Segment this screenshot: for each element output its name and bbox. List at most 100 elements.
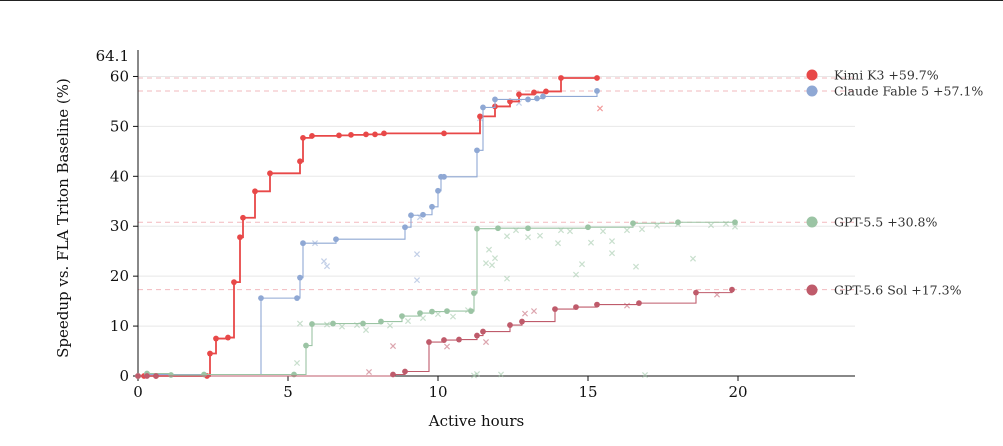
series-point-0-4 (207, 350, 213, 357)
series-point-2-8 (360, 320, 366, 327)
trial-marker-2-16 (503, 233, 511, 240)
legend-marker-2 (806, 216, 818, 228)
trial-marker-2-12 (482, 260, 490, 267)
x-tick-label-15: 15 (578, 383, 597, 401)
trial-marker-2-1 (293, 359, 301, 367)
series-line-1 (138, 90, 598, 377)
series-point-3-4 (402, 368, 408, 375)
series-point-0-14 (309, 132, 315, 139)
series-point-3-2 (153, 373, 159, 379)
trial-marker-2-32 (638, 226, 646, 233)
series-point-0-9 (240, 214, 246, 221)
series-point-3-5 (426, 339, 432, 345)
series-point-2-16 (474, 225, 480, 232)
series-point-0-27 (558, 75, 564, 81)
trial-marker-2-0 (296, 320, 304, 327)
series-point-0-25 (531, 89, 537, 96)
series-point-0-26 (543, 88, 549, 95)
series-point-2-21 (675, 219, 681, 226)
trial-marker-2-27 (599, 228, 607, 235)
series-point-1-16 (492, 96, 498, 103)
trial-marker-2-28 (608, 238, 616, 245)
trial-marker-2-34 (689, 255, 697, 262)
trial-marker-2-17 (503, 275, 511, 282)
trial-marker-2-23 (566, 228, 574, 235)
x-tick-label-0: 0 (133, 383, 143, 401)
series-point-3-1 (144, 373, 150, 379)
series-line-2 (138, 221, 735, 377)
series-point-3-16 (693, 289, 699, 296)
series-point-0-18 (372, 131, 378, 138)
series-point-1-17 (525, 96, 531, 103)
trial-marker-2-30 (608, 250, 616, 257)
series-point-0-17 (363, 131, 369, 138)
trial-marker-2-21 (554, 240, 562, 247)
y-axis-title: Speedup vs. FLA Triton Baseline (%) (54, 78, 72, 358)
series-point-2-2 (168, 372, 174, 378)
y-tick-label-40: 40 (110, 167, 129, 185)
trial-marker-3-4 (521, 310, 529, 317)
trial-marker-2-5 (362, 327, 370, 334)
legend-label-1: Claude Fable 5 +57.1% (834, 84, 983, 99)
series-point-3-12 (552, 306, 558, 313)
y-tick-label-60: 60 (110, 67, 129, 85)
series-point-1-20 (594, 88, 600, 94)
series-point-1-6 (333, 236, 339, 243)
series-point-0-12 (297, 158, 303, 165)
series-point-1-5 (300, 240, 306, 247)
trial-marker-3-6 (623, 302, 631, 309)
trial-marker-2-13 (488, 262, 496, 269)
trial-marker-2-24 (572, 271, 580, 278)
trial-marker-2-26 (587, 239, 595, 246)
series-point-1-9 (420, 211, 426, 218)
trial-marker-1-5 (413, 277, 421, 284)
series-point-1-15 (480, 104, 486, 111)
series-point-2-5 (303, 342, 309, 349)
legend-marker-1 (806, 85, 818, 97)
series-point-1-14 (474, 147, 480, 154)
series-point-0-20 (441, 130, 447, 137)
series-point-1-18 (534, 95, 540, 102)
series-point-3-11 (519, 318, 525, 325)
trial-marker-2-8 (419, 315, 427, 322)
trial-marker-2-38 (731, 223, 739, 230)
series-point-2-9 (378, 318, 384, 325)
series-point-3-6 (441, 337, 447, 343)
series-point-1-13 (441, 173, 447, 180)
trial-marker-2-41 (497, 371, 505, 378)
trial-marker-2-42 (641, 371, 649, 379)
y-tick-label-20: 20 (110, 267, 129, 285)
legend-label-3: GPT-5.6 Sol +17.3% (834, 283, 962, 298)
series-point-0-15 (336, 132, 342, 139)
series-point-0-5 (213, 335, 219, 342)
trial-marker-2-7 (404, 318, 412, 325)
series-point-0-28 (594, 75, 600, 81)
trial-marker-2-14 (491, 255, 499, 262)
series-point-0-21 (477, 113, 483, 120)
series-point-3-8 (474, 332, 480, 339)
series-point-2-12 (429, 308, 435, 315)
y-tick-label-30: 30 (110, 217, 129, 235)
y-tick-label-10: 10 (110, 317, 129, 335)
series-point-3-10 (507, 322, 513, 328)
series-point-0-13 (300, 134, 306, 141)
series-point-0-7 (231, 279, 237, 286)
series-point-1-19 (540, 93, 546, 100)
series-point-3-9 (480, 328, 486, 335)
series-point-2-6 (309, 321, 315, 327)
trial-marker-2-10 (449, 313, 457, 320)
series-point-1-4 (297, 274, 303, 281)
series-point-0-6 (225, 334, 231, 341)
series-point-2-15 (471, 290, 477, 297)
trial-marker-3-1 (389, 343, 397, 350)
trial-marker-2-39 (470, 372, 478, 379)
x-tick-label-20: 20 (728, 383, 747, 401)
series-point-3-0 (135, 373, 141, 379)
trial-marker-2-25 (578, 261, 586, 268)
legend-label-0: Kimi K3 +59.7% (834, 68, 939, 83)
trial-marker-3-0 (365, 368, 373, 376)
legend-label-2: GPT-5.5 +30.8% (834, 215, 938, 230)
series-point-3-17 (729, 286, 735, 293)
series-point-1-8 (408, 212, 414, 219)
